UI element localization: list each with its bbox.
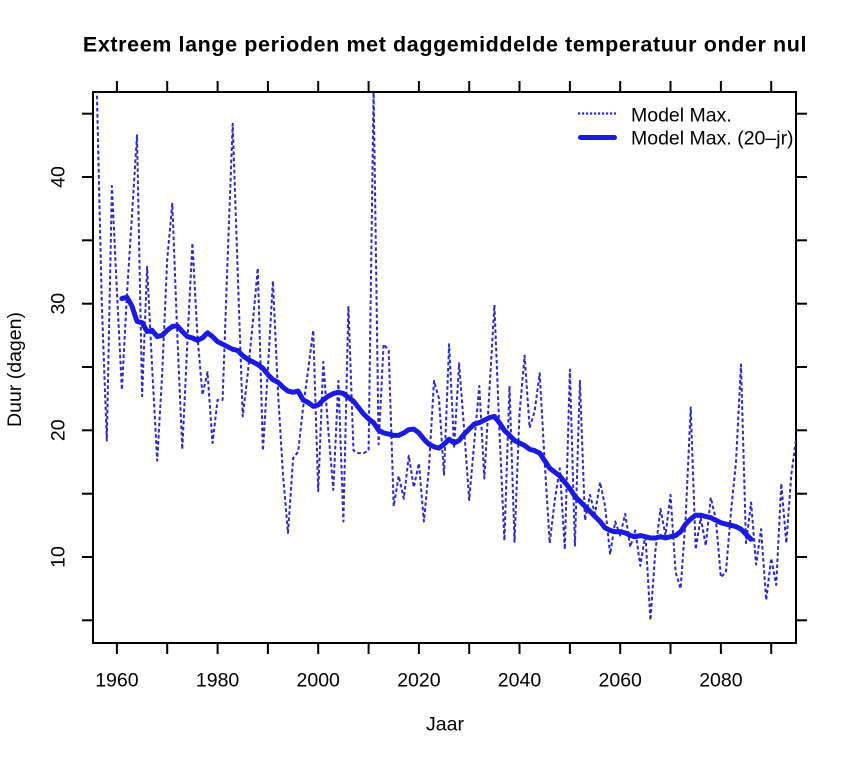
svg-text:1980: 1980 (196, 670, 240, 692)
svg-text:Jaar: Jaar (426, 714, 464, 736)
svg-text:2060: 2060 (599, 670, 643, 692)
svg-text:2000: 2000 (297, 670, 341, 692)
svg-text:Model Max. (20–jr): Model Max. (20–jr) (631, 128, 794, 150)
svg-text:2020: 2020 (397, 670, 441, 692)
svg-text:10: 10 (48, 546, 70, 568)
svg-text:Duur (dagen): Duur (dagen) (4, 312, 26, 427)
svg-text:Extreem lange perioden met dag: Extreem lange perioden met daggemiddelde… (83, 33, 807, 57)
svg-text:30: 30 (48, 293, 70, 315)
svg-text:1960: 1960 (95, 670, 139, 692)
svg-text:40: 40 (48, 166, 70, 188)
svg-text:2080: 2080 (699, 670, 743, 692)
svg-text:2040: 2040 (498, 670, 542, 692)
svg-text:Model Max.: Model Max. (631, 105, 732, 127)
svg-text:20: 20 (48, 419, 70, 441)
